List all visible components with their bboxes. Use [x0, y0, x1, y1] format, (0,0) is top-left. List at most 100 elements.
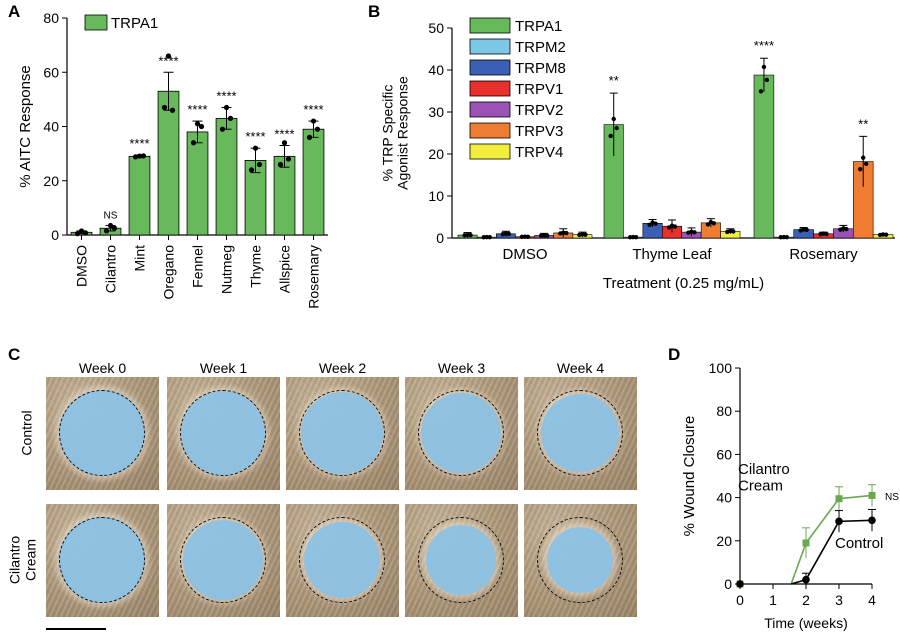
- data-point: [608, 133, 613, 139]
- data-point: [111, 225, 118, 231]
- data-point: [310, 118, 317, 124]
- bar: [157, 90, 180, 236]
- bar: [273, 155, 296, 236]
- data-point: [583, 232, 588, 237]
- data-point: [248, 167, 255, 173]
- data-point: [764, 77, 770, 83]
- wound-boundary-ring: [418, 390, 504, 476]
- legend-label: TRPV4: [515, 144, 563, 161]
- panel-label-a: A: [8, 2, 21, 21]
- data-point: [132, 154, 139, 160]
- data-point: [227, 115, 234, 121]
- wound-boundary-ring: [59, 517, 145, 603]
- data-point: [487, 234, 492, 240]
- data-point: [692, 230, 697, 235]
- x-tick-label: Rosemary: [306, 245, 322, 309]
- column-label-week-3: Week 3: [437, 360, 486, 376]
- data-point: [306, 134, 313, 140]
- data-point: [564, 230, 569, 236]
- data-point: [256, 161, 263, 168]
- chart-a: 0 20 40 60 80 % AITC Response DMSO NS Cilantro **…: [17, 10, 328, 309]
- data-point: [468, 232, 473, 238]
- wound-boundary-ring: [299, 390, 385, 476]
- bar: [128, 155, 151, 236]
- y-tick-label: 20: [716, 533, 732, 549]
- x-tick-label: DMSO: [503, 246, 548, 263]
- series-line: [790, 494, 873, 585]
- significance-label: **: [609, 73, 619, 88]
- y-tick-label: 0: [724, 576, 732, 592]
- column-label-week-1: Week 1: [199, 360, 248, 376]
- y-tick-label: 20: [428, 146, 444, 162]
- series-line: [790, 519, 873, 585]
- legend-label: TRPV3: [515, 123, 563, 140]
- data-point: [731, 229, 736, 234]
- x-tick-label: 0: [736, 592, 744, 608]
- y-tick-label: 30: [428, 104, 444, 120]
- wound-photo: [524, 504, 637, 617]
- x-tick-label: 2: [802, 592, 810, 608]
- x-tick-label: DMSO: [74, 245, 90, 287]
- data-point: [198, 123, 205, 130]
- data-point: [705, 222, 711, 227]
- bar: [215, 117, 238, 236]
- data-point: [614, 125, 619, 131]
- wound-boundary-ring: [299, 517, 385, 603]
- data-point: [82, 230, 89, 236]
- y-axis-label: % AITC Response: [17, 65, 34, 188]
- data-point: [835, 495, 843, 503]
- x-tick-label: 4: [868, 592, 876, 608]
- bar: [753, 74, 775, 239]
- series-label-control: Control: [835, 535, 883, 552]
- data-point: [736, 580, 744, 588]
- wound-boundary-ring: [180, 517, 266, 603]
- row-label-cilantro-cream: Cilantro Cream: [6, 535, 39, 585]
- column-label-week-4: Week 4: [556, 360, 605, 376]
- data-point: [165, 53, 172, 59]
- legend-label: TRPM8: [515, 60, 566, 77]
- data-point: [107, 222, 114, 229]
- legend-label: TRPA1: [515, 18, 562, 35]
- data-point: [194, 121, 201, 127]
- wound-boundary-ring: [180, 390, 266, 476]
- wound-photo: [405, 504, 518, 617]
- x-tick-label: 3: [835, 592, 843, 608]
- significance-label: NS: [104, 211, 118, 222]
- data-point: [835, 517, 843, 526]
- data-point: [74, 231, 81, 237]
- wound-photo: [46, 504, 159, 617]
- data-point: [506, 231, 512, 237]
- column-label-week-0: Week 0: [78, 360, 127, 376]
- significance-label: ****: [274, 126, 294, 141]
- data-point: [864, 161, 869, 167]
- data-point: [525, 234, 531, 239]
- data-point: [824, 231, 829, 237]
- legend-swatch: [469, 38, 511, 55]
- data-point: [277, 161, 284, 168]
- panel-label-d: D: [668, 345, 681, 364]
- wound-photo: [167, 377, 280, 490]
- data-point: [672, 224, 678, 229]
- wound-boundary-ring: [418, 517, 504, 603]
- y-tick-label: 40: [716, 490, 732, 506]
- data-point: [136, 153, 143, 159]
- y-tick-label: 10: [428, 188, 444, 204]
- data-point: [633, 234, 639, 240]
- y-tick-label: 60: [43, 64, 59, 80]
- chart-b: 0 10 20 30 40 50 % TRP SpecificAgonist Respons…: [379, 17, 895, 292]
- data-point: [802, 539, 810, 547]
- data-point: [883, 232, 889, 237]
- data-point: [285, 156, 292, 162]
- data-point: [103, 228, 110, 234]
- x-tick-label: Thyme: [248, 245, 264, 288]
- x-axis-label: Time (weeks): [764, 615, 848, 631]
- legend-swatch: [469, 122, 511, 139]
- data-point: [611, 116, 616, 122]
- data-point: [868, 516, 876, 525]
- significance-label: ****: [187, 102, 207, 117]
- wound-photo: [286, 504, 399, 617]
- row-label-control: Control: [18, 410, 35, 456]
- wound-photo: [524, 377, 637, 490]
- legend-swatch-trpa1: [84, 14, 108, 31]
- legend-swatch: [469, 80, 511, 97]
